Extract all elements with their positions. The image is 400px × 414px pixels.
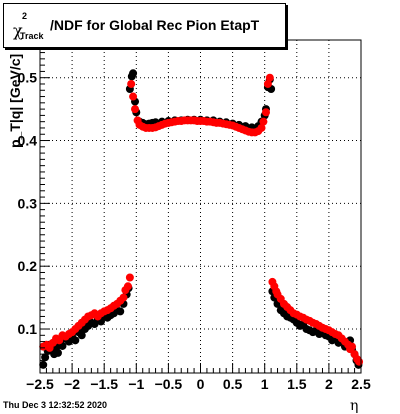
y-axis-label: p_T|q| [GeV/c] bbox=[7, 53, 23, 148]
title-superscript: 2 bbox=[22, 11, 28, 21]
x-tick-label: 2 bbox=[325, 376, 333, 392]
tick-labels: −2.5 −2 −1.5 −1 −0.5 0 0.5 1 1.5 2 2.5 0.1 0.2 0.3 0.4… bbox=[18, 70, 371, 392]
data-point-black bbox=[41, 353, 50, 362]
x-tick-label: −2.5 bbox=[26, 376, 54, 392]
data-point-red bbox=[265, 73, 274, 82]
data-point-red bbox=[263, 79, 272, 88]
data-point-red bbox=[259, 117, 268, 126]
x-tick-label: −0.5 bbox=[155, 376, 183, 392]
grid-lines bbox=[40, 40, 361, 373]
data-point-red bbox=[125, 273, 134, 282]
data-point-red bbox=[131, 105, 140, 114]
x-tick-label: −1 bbox=[128, 376, 144, 392]
x-tick-label: −2 bbox=[64, 376, 80, 392]
timestamp: Thu Dec 3 12:32:52 2020 bbox=[3, 400, 108, 410]
data-point-black bbox=[129, 69, 138, 78]
y-tick-label: 0.3 bbox=[18, 195, 38, 211]
x-tick-label: 0 bbox=[197, 376, 205, 392]
data-point-red bbox=[129, 92, 138, 101]
data-points bbox=[39, 69, 364, 369]
data-point-red bbox=[123, 282, 132, 291]
data-point-black bbox=[53, 348, 62, 357]
x-tick-label: 0.5 bbox=[223, 376, 243, 392]
chart-title: /NDF for Global Rec Pion EtapT bbox=[50, 17, 260, 33]
data-point-red bbox=[127, 79, 136, 88]
data-point-black bbox=[71, 336, 80, 345]
y-tick-label: 0.2 bbox=[18, 258, 38, 274]
data-point-red bbox=[355, 357, 364, 366]
data-point-red bbox=[257, 123, 266, 132]
title-chi-symbol: χ bbox=[13, 21, 23, 40]
data-point-black bbox=[116, 307, 125, 316]
data-point-red bbox=[348, 342, 357, 351]
y-tick-label: 0.5 bbox=[18, 70, 38, 86]
title-subscript: Track bbox=[20, 31, 44, 41]
x-tick-label: −1.5 bbox=[90, 376, 118, 392]
data-point-red bbox=[119, 293, 128, 302]
x-axis-label: η bbox=[350, 398, 359, 414]
data-point-red bbox=[261, 108, 270, 117]
chart-title-box: χ 2 Track /NDF for Global Rec Pion EtapT bbox=[3, 3, 286, 48]
y-tick-label: 0.4 bbox=[18, 133, 38, 149]
y-tick-label: 0.1 bbox=[18, 321, 38, 337]
x-tick-label: 2.5 bbox=[351, 376, 371, 392]
x-tick-label: 1.5 bbox=[287, 376, 307, 392]
data-point-black bbox=[77, 331, 86, 340]
x-tick-label: 1 bbox=[261, 376, 269, 392]
